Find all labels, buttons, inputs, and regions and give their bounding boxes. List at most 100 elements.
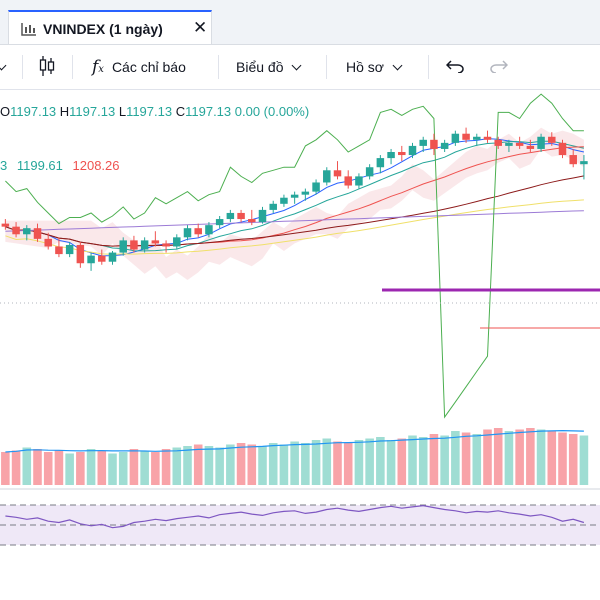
volume-bar bbox=[290, 441, 299, 485]
chart-menu-button[interactable]: Biểu đồ bbox=[236, 45, 302, 89]
volume-bar bbox=[151, 452, 160, 485]
candle-body bbox=[65, 244, 74, 255]
candle-body bbox=[226, 212, 235, 220]
high-value: 1197.13 bbox=[69, 104, 116, 119]
candle-body bbox=[108, 252, 117, 262]
volume-bar bbox=[365, 438, 374, 485]
candle-body bbox=[12, 226, 20, 235]
volume-bar bbox=[129, 449, 139, 485]
volume-bar bbox=[1, 452, 10, 485]
ma200-line bbox=[5, 210, 584, 232]
candle-body bbox=[1, 223, 10, 227]
volume-bar bbox=[76, 452, 85, 485]
toolbar-divider bbox=[22, 55, 23, 79]
candle-body bbox=[451, 133, 460, 143]
volume-bar bbox=[236, 443, 246, 485]
ma40-line bbox=[5, 175, 584, 247]
volume-bar bbox=[526, 428, 535, 485]
volume-bar bbox=[193, 444, 203, 485]
candle-body bbox=[526, 145, 535, 149]
candle-body bbox=[558, 142, 567, 156]
open-label: O bbox=[0, 104, 11, 119]
chart-menu-label: Biểu đồ bbox=[236, 59, 284, 75]
candle-body bbox=[76, 244, 85, 264]
volume-bar bbox=[536, 429, 546, 485]
close-label: C bbox=[175, 104, 186, 119]
volume-bar bbox=[397, 438, 407, 485]
low-value: 1197.13 bbox=[126, 104, 173, 119]
redo-button[interactable] bbox=[490, 45, 509, 89]
volume-bar bbox=[172, 447, 182, 485]
candle-style-button[interactable] bbox=[38, 45, 56, 89]
interval-dropdown[interactable] bbox=[0, 45, 7, 89]
volume-bar bbox=[140, 450, 149, 485]
candle-body bbox=[301, 191, 310, 195]
candle-body bbox=[183, 228, 192, 238]
candle-body bbox=[398, 152, 406, 156]
candle-body bbox=[205, 225, 213, 235]
candle-body bbox=[130, 240, 138, 250]
volume-bar bbox=[183, 446, 192, 485]
volume-bar bbox=[333, 441, 342, 485]
candle-body bbox=[440, 142, 449, 149]
candle-body bbox=[515, 142, 524, 146]
tab-vnindex[interactable]: VNINDEX (1 ngày) ✕ bbox=[8, 10, 212, 44]
volume-bar bbox=[504, 431, 514, 485]
volume-bar bbox=[33, 449, 42, 485]
candle-body bbox=[387, 152, 395, 159]
volume-bar bbox=[579, 435, 589, 485]
candle-body bbox=[237, 212, 245, 220]
volume-bar bbox=[118, 452, 128, 485]
candle-body bbox=[430, 139, 438, 149]
low-label: L bbox=[118, 104, 127, 119]
ma2-value: 1208.26 bbox=[72, 158, 120, 173]
chevron-down-icon bbox=[292, 60, 302, 70]
candle-body bbox=[548, 136, 556, 143]
volume-bar bbox=[279, 444, 289, 485]
candle-body bbox=[258, 209, 267, 223]
chevron-down-icon bbox=[0, 60, 7, 70]
volume-bar bbox=[376, 437, 385, 485]
candle-body bbox=[290, 194, 299, 198]
rsi-line bbox=[5, 504, 585, 529]
candle-body bbox=[140, 240, 149, 250]
candle-body bbox=[280, 197, 288, 204]
open-value: 1197.13 bbox=[10, 104, 57, 119]
candle-body bbox=[473, 136, 481, 140]
candle-body bbox=[119, 240, 127, 253]
candle-body bbox=[55, 246, 63, 255]
candle-body bbox=[98, 255, 106, 262]
volume-bar bbox=[43, 452, 53, 485]
volume-bar bbox=[354, 440, 364, 485]
close-value: 1197.13 bbox=[185, 104, 232, 119]
volume-bar bbox=[451, 431, 460, 485]
volume-bar bbox=[483, 429, 492, 485]
volume-bar bbox=[161, 449, 171, 485]
candle-body bbox=[194, 228, 202, 235]
indicators-label: Các chỉ báo bbox=[111, 59, 186, 75]
candlestick-icon bbox=[38, 55, 56, 80]
volume-bar bbox=[247, 444, 257, 485]
volume-bar bbox=[301, 443, 310, 485]
profile-menu-button[interactable]: Hồ sơ bbox=[346, 45, 403, 89]
volume-bar bbox=[461, 432, 471, 485]
candle-body bbox=[44, 238, 52, 247]
candle-body bbox=[494, 139, 502, 146]
ma-prefix: 3 bbox=[0, 158, 8, 173]
indicators-button[interactable]: fx Các chỉ báo bbox=[92, 45, 186, 89]
ohlc-legend: O1197.13 H1197.13 L1197.13 C1197.13 0.00… bbox=[0, 104, 309, 119]
price-chart[interactable] bbox=[0, 90, 600, 600]
chevron-down-icon bbox=[392, 60, 403, 70]
chart-area[interactable]: O1197.13 H1197.13 L1197.13 C1197.13 0.00… bbox=[0, 90, 600, 600]
tab-bar: VNINDEX (1 ngày) ✕ bbox=[0, 0, 600, 45]
undo-button[interactable] bbox=[445, 45, 464, 89]
volume-bar bbox=[22, 447, 32, 485]
candle-body bbox=[333, 170, 342, 177]
candle-body bbox=[23, 228, 31, 235]
close-icon[interactable]: ✕ bbox=[193, 18, 208, 37]
volume-bar bbox=[268, 443, 278, 485]
volume-bar bbox=[108, 453, 117, 485]
volume-bar bbox=[440, 435, 449, 485]
ma-legend: 3 1199.61 1208.26 bbox=[0, 158, 120, 173]
volume-bar bbox=[558, 432, 567, 485]
